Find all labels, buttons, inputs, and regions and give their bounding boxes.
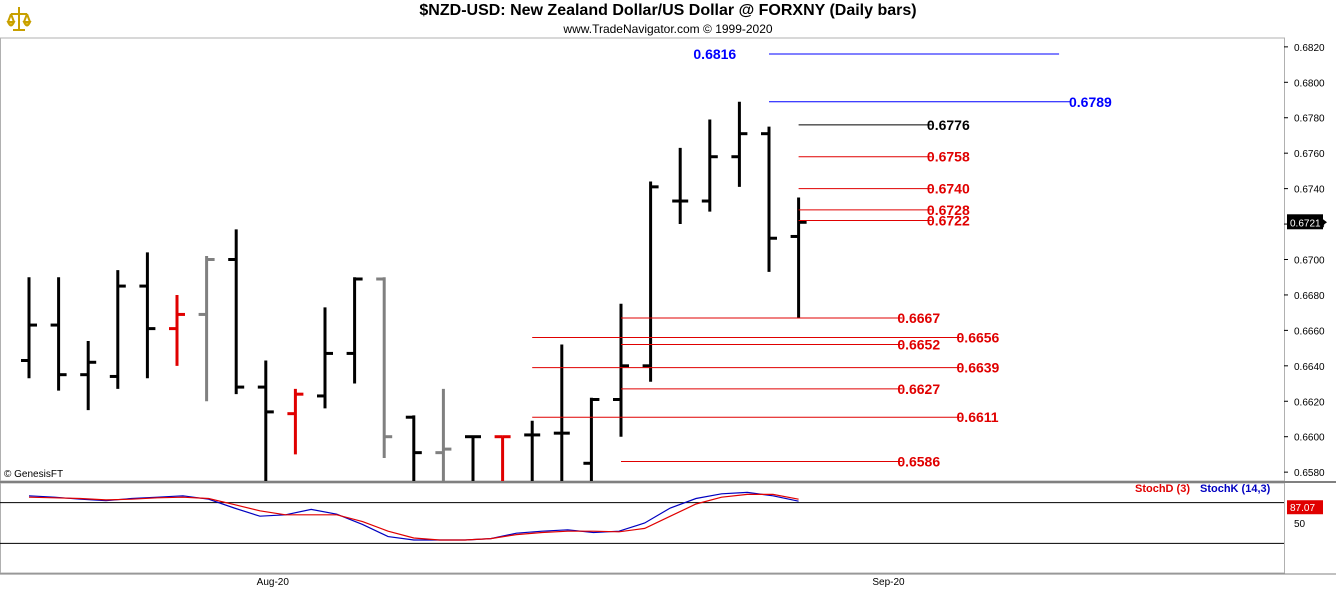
level-label: 0.6758 [927, 149, 970, 165]
price-levels: 0.6816 0.6789 0.6776 0.6758 0.6740 0.67280.67… [532, 46, 1112, 470]
y-tick-label: 0.6700 [1294, 256, 1325, 267]
y-tick-label: 0.6780 [1294, 114, 1325, 125]
ohlc-bar [109, 270, 126, 389]
stochd-legend: StochD (3) [1135, 483, 1190, 495]
ohlc-bar [790, 197, 807, 318]
chart-subtitle: www.TradeNavigator.com © 1999-2020 [563, 22, 773, 36]
ohlc-bar [346, 277, 363, 384]
ohlc-bar [405, 415, 422, 481]
level-label: 0.6776 [927, 117, 970, 133]
ohlc-bar [731, 101, 748, 187]
chart-title: $NZD-USD: New Zealand Dollar/US Dollar @… [419, 2, 917, 19]
y-tick-label: 0.6580 [1294, 468, 1325, 479]
x-axis-label: Aug-20 [257, 577, 290, 588]
ohlc-bar [761, 126, 777, 272]
stochastic-panel: 50 87.07 [0, 491, 1323, 544]
y-tick-label: 0.6820 [1294, 43, 1325, 54]
y-tick-label: 0.6740 [1294, 185, 1325, 196]
time-axis: Aug-20 Sep-20 [257, 577, 905, 588]
level-label: 0.6652 [897, 337, 940, 353]
copyright-text: © GenesisFT [4, 469, 64, 480]
ohlc-bar [198, 255, 215, 402]
level-label: 0.6722 [927, 213, 970, 229]
level-label: 0.6639 [957, 360, 1000, 376]
y-tick-label: 0.6680 [1294, 291, 1325, 302]
ohlc-bar [21, 277, 37, 379]
tradenavigator-logo-icon [6, 7, 32, 31]
ohlc-bar [228, 229, 245, 395]
last-price-box [1287, 214, 1323, 230]
indicator-panel-border [0, 482, 1285, 574]
ohlc-bar [642, 181, 659, 382]
stochk-legend: StochK (14,3) [1200, 483, 1271, 495]
ohlc-bar [169, 294, 185, 366]
ohlc-bar [701, 119, 718, 212]
y-tick-label: 0.6620 [1294, 397, 1325, 408]
ohlc-bar [317, 307, 333, 409]
ohlc-bar [376, 277, 393, 458]
level-label: 0.6728 [927, 202, 970, 218]
level-label: 0.6627 [897, 381, 940, 397]
ohlc-bar [80, 341, 97, 411]
ohlc-bar [672, 147, 689, 225]
y-tick-label: 0.6640 [1294, 362, 1325, 373]
x-axis-label: Sep-20 [872, 577, 905, 588]
price-bars [21, 101, 807, 481]
ohlc-bar [524, 420, 541, 481]
level-label: 0.6586 [897, 454, 940, 470]
ohlc-bar [494, 435, 511, 481]
stoch-last-value: 87.07 [1290, 503, 1315, 514]
ohlc-bar [287, 388, 304, 455]
price-axis: 0.68200.68000.67800.67600.67400.67200.67… [1284, 43, 1327, 479]
ohlc-bar [139, 252, 156, 379]
level-label: 0.6611 [957, 409, 999, 425]
stoch-last-box [1287, 500, 1323, 515]
stochd-line [28, 493, 799, 541]
ohlc-bar [465, 435, 481, 481]
y-tick-label: 0.6800 [1294, 78, 1325, 89]
last-price-arrow-icon [1323, 219, 1327, 226]
level-label: 0.6816 [693, 46, 736, 62]
level-label: 0.6667 [897, 310, 940, 326]
y-tick-label: 0.6600 [1294, 433, 1325, 444]
chart-frame [0, 37, 1336, 575]
ohlc-bar [583, 397, 600, 481]
level-label: 0.6789 [1069, 94, 1112, 110]
last-price-label: 0.6721 [1290, 218, 1321, 229]
ohlc-bar [613, 303, 629, 437]
ohlc-bar [257, 360, 274, 481]
y-tick-label: 0.6760 [1294, 149, 1325, 160]
level-label: 0.6740 [927, 181, 970, 197]
stoch-axis-label: 50 [1294, 519, 1306, 530]
ohlc-bar [50, 277, 67, 391]
ohlc-bar [553, 344, 570, 481]
ohlc-bar [435, 388, 452, 481]
level-label: 0.6656 [957, 329, 1000, 345]
y-tick-label: 0.6660 [1294, 326, 1325, 337]
stochk-line [28, 491, 799, 541]
